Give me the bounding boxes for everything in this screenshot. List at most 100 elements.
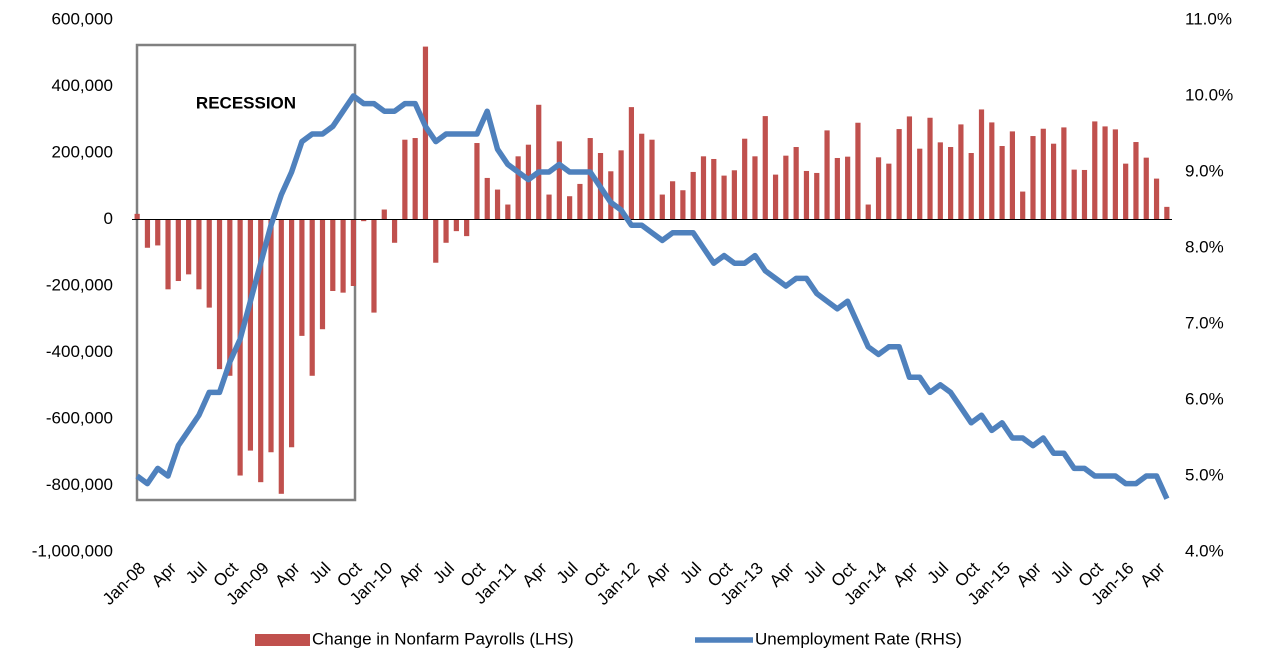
- x-tick-label: Apr: [148, 558, 180, 590]
- bar: [1050, 143, 1057, 220]
- y2-tick-label: 5.0%: [1185, 465, 1224, 484]
- y2-tick-label: 7.0%: [1185, 313, 1224, 332]
- bar: [206, 219, 212, 308]
- legend-swatch: [255, 634, 310, 646]
- bar: [865, 204, 871, 220]
- bar: [165, 219, 171, 290]
- bar: [886, 163, 892, 220]
- bar: [628, 107, 635, 220]
- bar: [515, 156, 521, 220]
- bar: [134, 213, 140, 220]
- x-tick-label: Apr: [889, 558, 921, 590]
- bar: [340, 219, 346, 293]
- bar: [948, 147, 954, 220]
- bar: [659, 194, 665, 220]
- bar: [958, 124, 964, 220]
- bar: [752, 156, 758, 220]
- bar: [381, 209, 387, 220]
- y2-tick-label: 4.0%: [1185, 541, 1224, 560]
- bar: [309, 219, 315, 376]
- bar: [350, 219, 356, 286]
- bar: [814, 172, 820, 220]
- bar: [155, 219, 161, 246]
- bar: [402, 139, 408, 220]
- bar: [855, 122, 861, 220]
- bar: [278, 219, 284, 494]
- bar: [186, 219, 192, 275]
- bar: [978, 109, 985, 220]
- bar: [742, 138, 748, 220]
- bar: [587, 138, 593, 220]
- legend-label: Unemployment Rate (RHS): [755, 629, 962, 648]
- bar: [494, 189, 501, 220]
- bar: [711, 158, 717, 220]
- bar: [464, 219, 470, 237]
- bar: [144, 219, 151, 248]
- x-tick-label: Jul: [182, 559, 211, 588]
- bar: [330, 219, 336, 291]
- bar: [196, 219, 202, 290]
- line: [135, 93, 1170, 500]
- bar: [608, 171, 614, 220]
- bar: [1061, 127, 1067, 220]
- bar: [505, 204, 511, 220]
- bar: [989, 122, 995, 220]
- bar: [577, 183, 583, 220]
- bar: [875, 157, 882, 220]
- bar: [567, 196, 573, 220]
- bar: [968, 153, 974, 220]
- y-tick-label: 400,000: [52, 76, 113, 95]
- x-tick-label: Jul: [429, 559, 458, 588]
- bar: [422, 46, 429, 220]
- bar: [1112, 129, 1118, 220]
- bar: [1081, 169, 1088, 220]
- bar: [1123, 163, 1129, 220]
- bar: [834, 157, 840, 220]
- y2-tick-label: 8.0%: [1185, 237, 1224, 256]
- y-tick-label: 200,000: [52, 142, 113, 161]
- bar: [175, 219, 181, 282]
- bar: [556, 141, 562, 220]
- bar: [1102, 126, 1108, 220]
- y2-tick-label: 9.0%: [1185, 161, 1224, 180]
- y-tick-label: 0: [104, 209, 113, 228]
- bar: [1133, 142, 1139, 220]
- bar: [412, 138, 418, 220]
- y2-tick-label: 10.0%: [1185, 85, 1233, 104]
- x-tick-label: Jan-08: [99, 559, 149, 609]
- bar: [484, 177, 490, 220]
- bar: [546, 194, 552, 220]
- bar: [319, 219, 326, 330]
- bar: [700, 156, 707, 220]
- x-tick-label: Apr: [766, 558, 798, 590]
- bar: [536, 104, 542, 220]
- x-tick-label: Apr: [519, 558, 551, 590]
- bar: [639, 133, 645, 220]
- bar: [824, 130, 830, 220]
- bar: [618, 150, 624, 220]
- bar: [1153, 178, 1160, 220]
- y-tick-label: -200,000: [46, 275, 113, 294]
- x-tick-label: Apr: [1013, 558, 1045, 590]
- bar: [937, 142, 943, 220]
- bar: [1030, 136, 1036, 220]
- bar: [1092, 121, 1098, 220]
- bar: [289, 219, 295, 448]
- bar: [845, 156, 851, 220]
- bar: [669, 181, 676, 220]
- bar: [721, 175, 727, 220]
- bar: [793, 147, 799, 220]
- bar: [216, 219, 223, 370]
- y-tick-label: -1,000,000: [32, 541, 113, 560]
- bar: [227, 219, 233, 376]
- bar: [1020, 191, 1026, 220]
- y2-tick-label: 11.0%: [1185, 9, 1232, 28]
- x-tick-label: Apr: [642, 558, 674, 590]
- bar: [680, 190, 686, 220]
- bar: [361, 219, 367, 222]
- bar: [247, 219, 254, 451]
- bar: [906, 116, 913, 220]
- bar: [299, 219, 305, 336]
- bar: [803, 170, 810, 220]
